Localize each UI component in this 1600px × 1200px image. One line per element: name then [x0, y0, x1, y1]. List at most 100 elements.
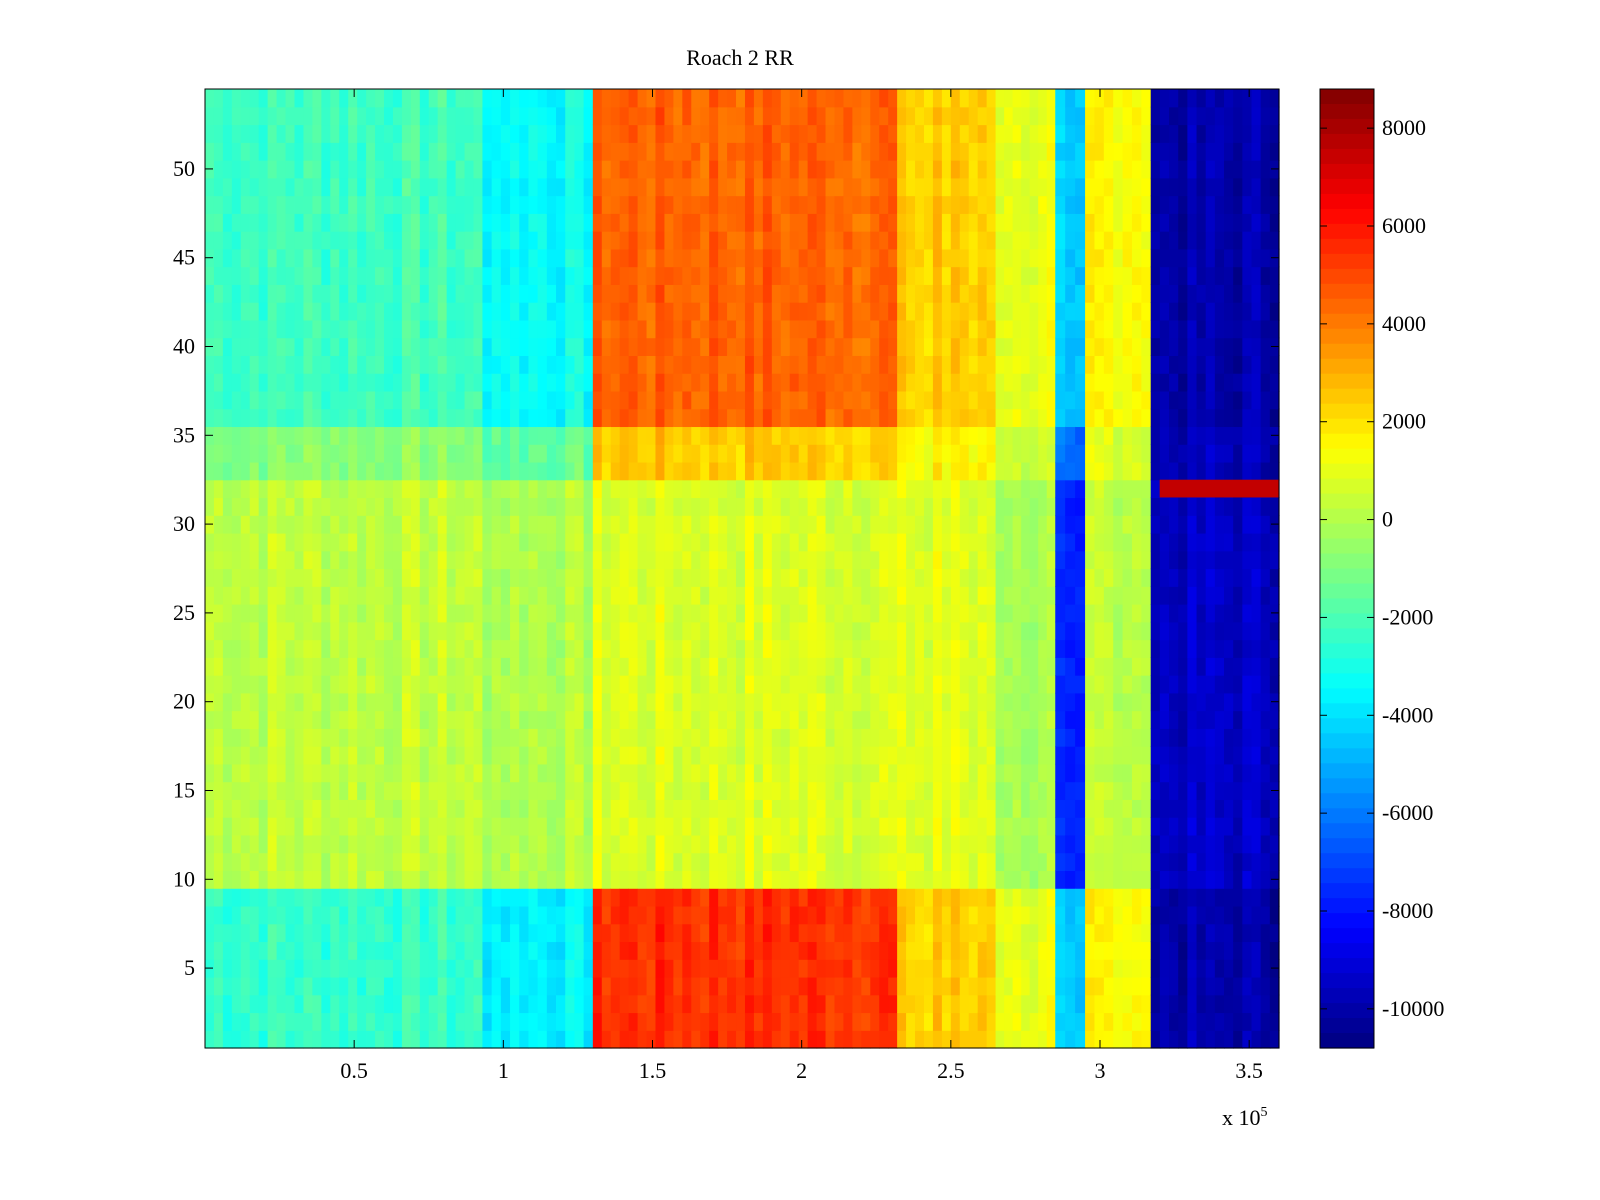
heatmap-cell — [205, 231, 215, 250]
heatmap-cell — [959, 1012, 970, 1031]
heatmap-cell — [834, 1012, 845, 1031]
heatmap-cell — [205, 568, 215, 587]
heatmap-cell — [628, 1012, 639, 1031]
heatmap-cell — [637, 888, 648, 907]
heatmap-cell — [428, 976, 439, 996]
heatmap-cell — [825, 532, 836, 552]
heatmap-cell — [410, 319, 421, 339]
heatmap-cell — [464, 692, 475, 712]
heatmap-cell — [222, 621, 233, 641]
heatmap-cell — [464, 959, 475, 978]
heatmap-cell — [546, 1012, 557, 1031]
heatmap-cell — [762, 213, 773, 232]
heatmap-cell — [789, 1012, 800, 1031]
heatmap-cell — [565, 799, 576, 818]
heatmap-cell — [303, 319, 313, 339]
heatmap-cell — [923, 1030, 934, 1049]
heatmap-cell — [941, 177, 952, 197]
heatmap-cell — [977, 461, 988, 481]
heatmap-cell — [906, 621, 916, 641]
heatmap-cell — [249, 657, 260, 676]
heatmap-cell — [861, 781, 871, 800]
heatmap-cell — [637, 976, 648, 996]
heatmap-cell — [816, 1030, 827, 1049]
heatmap-cell — [556, 177, 566, 197]
heatmap-cell — [213, 923, 224, 943]
heatmap-cell — [1012, 550, 1022, 570]
heatmap-cell — [583, 302, 594, 321]
heatmap-cell — [437, 941, 448, 960]
heatmap-cell — [366, 675, 376, 694]
heatmap-cell — [986, 923, 997, 943]
heatmap-cell — [285, 89, 296, 108]
heatmap-cell — [546, 1030, 557, 1049]
heatmap-cell — [565, 444, 576, 463]
heatmap-area — [205, 89, 1280, 1049]
heatmap-cell — [339, 799, 349, 818]
heatmap-cell — [664, 124, 674, 143]
heatmap-cell — [736, 586, 746, 605]
heatmap-cell — [276, 781, 287, 800]
heatmap-cell — [700, 124, 710, 143]
heatmap-cell — [655, 621, 666, 641]
heatmap-cell — [655, 461, 666, 481]
heatmap-cell — [959, 408, 970, 428]
heatmap-cell — [798, 408, 809, 428]
heatmap-cell — [843, 1012, 853, 1031]
heatmap-cell — [482, 550, 493, 570]
heatmap-cell — [428, 177, 439, 197]
heatmap-cell — [798, 195, 809, 214]
heatmap-cell — [583, 266, 594, 285]
heatmap-cell — [700, 746, 710, 765]
heatmap-cell — [915, 799, 925, 818]
heatmap-cell — [968, 959, 979, 978]
heatmap-cell — [709, 337, 719, 356]
heatmap-cell — [870, 1030, 880, 1049]
heatmap-cell — [231, 905, 242, 925]
heatmap-cell — [1029, 976, 1039, 996]
heatmap-cell — [258, 160, 269, 179]
heatmap-cell — [959, 923, 970, 943]
heatmap-cell — [736, 195, 746, 214]
heatmap-cell — [500, 124, 511, 143]
heatmap-cell — [240, 799, 251, 818]
heatmap-cell — [753, 941, 764, 960]
heatmap-cell — [610, 763, 621, 783]
heatmap-cell — [565, 710, 576, 729]
heatmap-cell — [205, 763, 215, 783]
heatmap-cell — [1021, 799, 1031, 818]
heatmap-cell — [923, 355, 934, 374]
heatmap-cell — [384, 266, 394, 285]
heatmap-cell — [583, 781, 594, 800]
heatmap-cell — [691, 408, 701, 428]
heatmap-cell — [610, 746, 621, 765]
heatmap-cell — [222, 905, 233, 925]
heatmap-cell — [610, 160, 621, 179]
heatmap-cell — [276, 692, 287, 712]
heatmap-cell — [870, 426, 880, 445]
heatmap-cell — [285, 266, 296, 285]
heatmap-cell — [276, 532, 287, 552]
heatmap-cell — [491, 657, 502, 676]
heatmap-cell — [446, 746, 457, 765]
heatmap-cell — [628, 905, 639, 925]
heatmap-cell — [294, 177, 305, 197]
heatmap-cell — [321, 639, 331, 658]
heatmap-cell — [258, 426, 269, 445]
heatmap-cell — [240, 231, 251, 250]
heatmap-cell — [718, 479, 728, 499]
heatmap-cell — [249, 710, 260, 729]
heatmap-cell — [816, 639, 827, 658]
heatmap-cell — [664, 834, 674, 854]
heatmap-cell — [610, 266, 621, 285]
heatmap-cell — [240, 976, 251, 996]
heatmap-cell — [213, 834, 224, 854]
heatmap-cell — [455, 302, 466, 321]
heatmap-cell — [673, 302, 683, 321]
heatmap-cell — [682, 284, 692, 303]
heatmap-cell — [537, 408, 548, 428]
heatmap-cell — [384, 994, 394, 1014]
heatmap-cell — [231, 89, 242, 108]
heatmap-cell — [592, 337, 603, 356]
heatmap-cell — [267, 959, 278, 978]
